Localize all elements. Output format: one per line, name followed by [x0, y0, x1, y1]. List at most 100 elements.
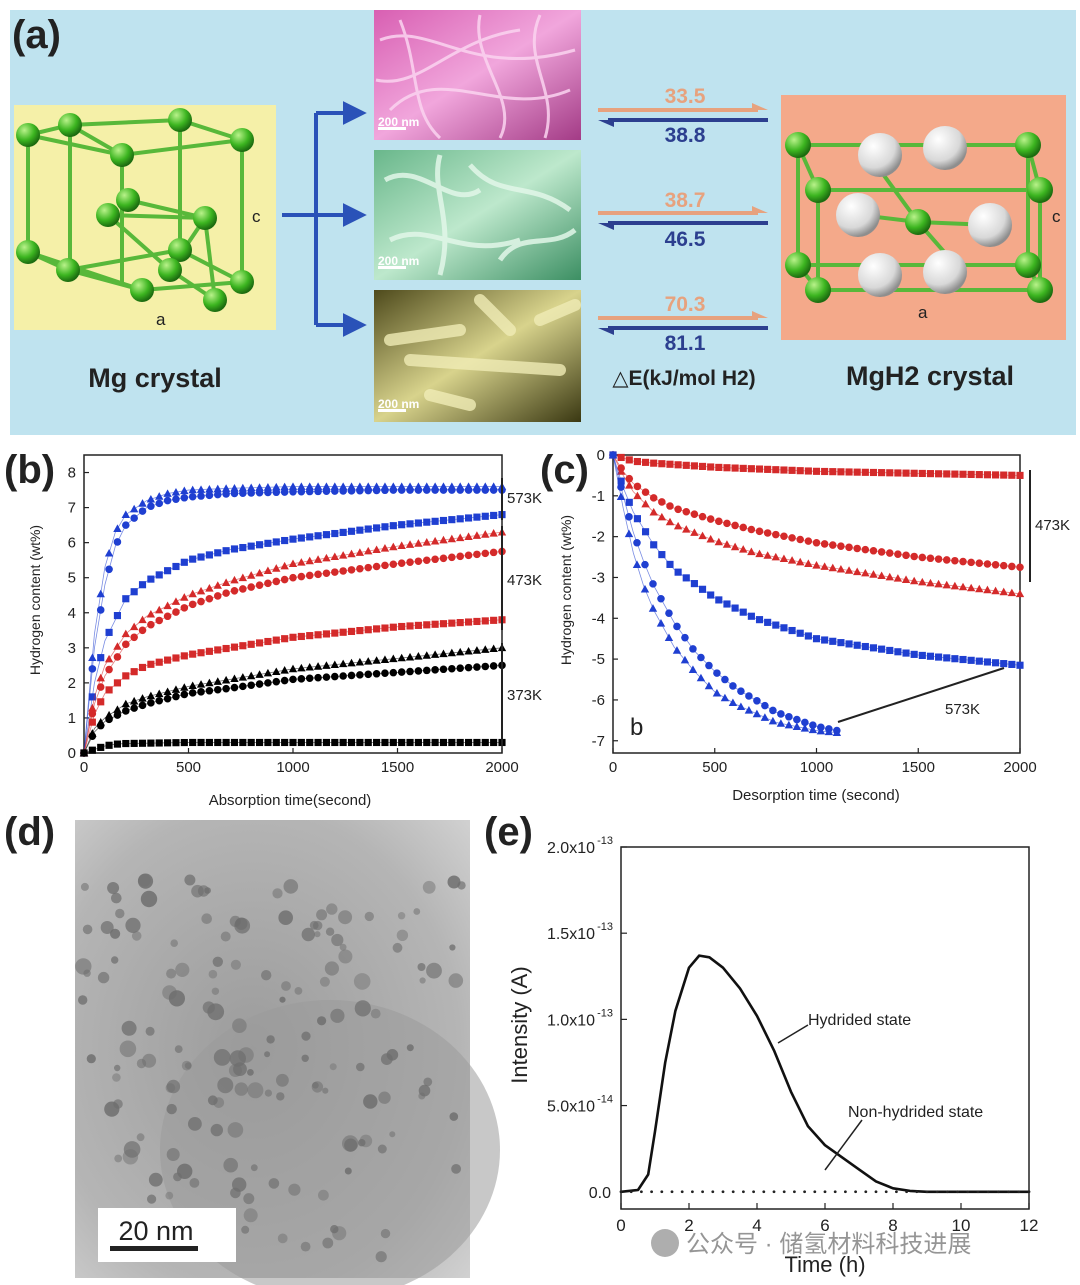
y-tick-label: 0.0 — [589, 1185, 611, 1202]
b-series-4 — [79, 527, 507, 757]
tem-particle — [111, 956, 119, 964]
b-series-8-point — [397, 668, 406, 676]
y-tick-label: 2.0x10 — [547, 840, 595, 857]
b-series-6-point — [197, 649, 205, 657]
c-series-3-point — [616, 467, 626, 475]
c-series-2-point — [918, 553, 927, 562]
c-series-2-point — [934, 555, 943, 563]
tem-particle — [197, 885, 210, 897]
b-series-3-point — [322, 531, 331, 539]
b-series-6-point — [439, 620, 448, 628]
energy-pair-3: 70.3 81.1 — [598, 293, 768, 355]
b-series-8-point — [439, 665, 448, 674]
y-tick-label: -5 — [592, 651, 605, 668]
c-series-1-point — [829, 468, 837, 476]
b-series-4-point — [380, 544, 390, 552]
b-series-6-point — [339, 628, 347, 636]
b-series-5-point — [247, 583, 255, 591]
panel-e-y-axis-label: Intensity (A) — [507, 966, 532, 1083]
b-series-4-point — [322, 553, 331, 562]
b-series-2-point — [197, 492, 205, 500]
b-series-9-point — [456, 738, 464, 747]
e-series-non-hydrided-point — [966, 1190, 970, 1194]
b-series-7-point — [263, 668, 273, 677]
b-series-9-point — [464, 738, 473, 747]
b-series-3-point — [172, 562, 180, 571]
x-tick-label: 1500 — [902, 759, 935, 776]
c-series-4-point — [845, 640, 853, 648]
tem-particle — [250, 1164, 258, 1172]
tem-particle — [166, 968, 177, 979]
c-series-6-point — [672, 646, 682, 654]
c-series-2-point — [894, 550, 902, 558]
b-series-4-point — [121, 629, 130, 638]
tem-particle — [86, 1054, 96, 1064]
c-series-1-point — [967, 470, 975, 479]
b-series-3-point — [214, 549, 222, 557]
c-series-3-point — [787, 556, 797, 564]
tem-particle — [208, 969, 218, 979]
tem-particle — [276, 1092, 285, 1101]
tem-particle — [243, 1193, 255, 1205]
b-series-7-point — [213, 677, 222, 685]
b-series-5-point — [464, 551, 473, 560]
tem-particle — [330, 1225, 339, 1234]
b-series-1-point — [205, 484, 214, 493]
b-series-1-point — [263, 483, 273, 491]
b-series-6 — [80, 616, 506, 757]
b-series-7-point — [230, 674, 239, 683]
b-series-8-point — [356, 671, 364, 679]
b-series-4-point — [288, 559, 298, 568]
tem-particle — [423, 1077, 433, 1087]
b-series-4-point — [171, 597, 181, 605]
b-series-5-point — [305, 571, 314, 580]
b-series-3-point — [381, 523, 389, 531]
b-series-6-point — [105, 686, 113, 694]
e-series-non-hydrided-point — [844, 1190, 847, 1194]
b-series-2-point — [473, 486, 481, 494]
c-series-5-point — [785, 712, 793, 721]
b-series-5-point — [364, 563, 373, 572]
b-series-8-point — [422, 666, 431, 675]
b-series-2-point — [113, 538, 122, 546]
e-series-non-hydrided-point — [731, 1190, 735, 1194]
c-series-4-point — [894, 648, 902, 656]
b-series-9-point — [197, 738, 205, 747]
b-series-8-point — [372, 669, 381, 678]
e-series-non-hydrided-point — [823, 1190, 827, 1194]
b-series-2-point — [305, 487, 314, 496]
x-tick-label: 1000 — [800, 759, 833, 776]
c-series-4-point — [698, 585, 707, 593]
e-series-non-hydrided-point — [925, 1190, 929, 1194]
b-series-4-point — [230, 575, 239, 584]
tem-particle — [166, 1079, 181, 1094]
c-series-3-point — [885, 572, 894, 581]
panel-b-series — [79, 482, 507, 757]
b-series-9-point — [138, 739, 147, 747]
b-series-5-point — [331, 568, 339, 576]
c-series-5-point — [777, 710, 785, 718]
c-series-3-point — [722, 540, 732, 548]
c-series-5 — [609, 451, 841, 735]
tem-particle — [283, 879, 299, 894]
b-series-6-point — [381, 624, 389, 632]
b-series-7-point — [163, 687, 172, 696]
b-series-8-point — [163, 694, 172, 703]
c-series-1-point — [674, 461, 682, 469]
c-series-1-point — [804, 467, 812, 475]
b-series-3-point — [439, 516, 448, 525]
tem-particle — [121, 1020, 137, 1036]
c-series-1-point — [747, 465, 755, 473]
c-series-6-point — [688, 665, 698, 673]
c-series-3-point — [975, 584, 984, 593]
y-tick-label: 5.0x10 — [547, 1099, 595, 1116]
e-series-non-hydrided-point — [803, 1190, 806, 1194]
b-series-1-point — [213, 484, 222, 493]
energy-pair-1: 33.5 38.8 — [598, 85, 768, 147]
tem-particle — [375, 1251, 387, 1263]
b-series-4-point — [414, 539, 423, 547]
e-series-non-hydrided-point — [721, 1190, 725, 1194]
b-series-8-point — [197, 688, 205, 696]
tem-particle — [325, 927, 335, 936]
